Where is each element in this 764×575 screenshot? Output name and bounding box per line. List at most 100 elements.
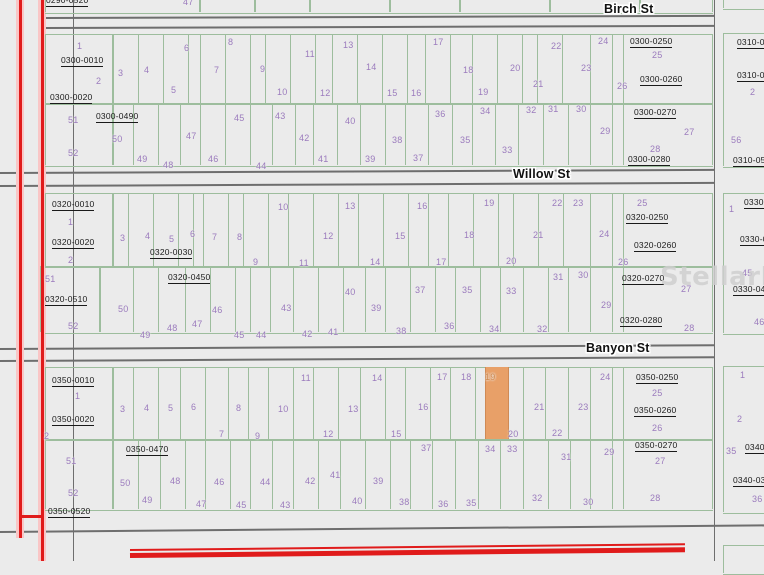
parcel-id-label: 0340-0360 [733, 476, 764, 487]
lot-cell-0300-0020[interactable] [45, 68, 113, 103]
lot-cell-0330-0020[interactable] [723, 229, 764, 267]
lot-number-label: 3 [118, 68, 124, 78]
block-0310[interactable] [723, 33, 764, 168]
lot-divider [612, 266, 614, 332]
lot-divider [180, 367, 182, 439]
lot-cell[interactable] [390, 0, 460, 12]
lot-divider [475, 367, 477, 439]
lot-cell-0330-lower[interactable] [723, 300, 764, 333]
lot-divider [250, 103, 252, 165]
lot-cell[interactable] [640, 0, 713, 12]
lot-cell[interactable] [310, 0, 390, 12]
lot-divider [235, 266, 237, 332]
lot-cell-0320-0260[interactable] [623, 228, 713, 266]
lot-row-0300-north [45, 34, 713, 105]
lot-cell-0320-0250[interactable] [623, 193, 713, 228]
lot-cell-0310-0510[interactable] [723, 133, 764, 166]
lot-cell-0330-0010[interactable] [723, 193, 764, 229]
lot-cell-0340-0360[interactable] [723, 475, 764, 512]
lot-cell-top-right[interactable] [723, 0, 764, 8]
lot-cell-0300-0260[interactable] [623, 70, 713, 103]
lot-cell-0320-0510[interactable] [40, 266, 100, 332]
lot-cell-0350-lower[interactable] [623, 475, 713, 509]
lot-cell-0300-0280[interactable] [623, 135, 713, 165]
lot-cell-0350-0470[interactable] [45, 439, 113, 473]
street-label-banyon: Banyon St [586, 341, 650, 355]
lot-cell-0350-0260[interactable] [623, 402, 713, 439]
lot-cell-bottom[interactable] [723, 545, 764, 573]
lot-number-label: 20 [508, 429, 519, 439]
parcel-id-label: 0300-0490 [96, 111, 139, 123]
lot-divider [410, 266, 412, 332]
lot-divider [270, 266, 272, 332]
lot-cell-0350-0250[interactable] [623, 367, 713, 402]
lot-divider [203, 193, 205, 266]
road-line-banyon-bottom [0, 356, 715, 362]
lot-cell[interactable] [550, 0, 640, 12]
lot-cell-0320-0020[interactable] [45, 229, 113, 266]
lot-cell-0320-0280[interactable] [623, 299, 713, 332]
parcel-id-label: 0320-0010 [52, 199, 95, 211]
lot-number-label: 33 [502, 145, 513, 155]
parcel-id-label: 0350-0270 [635, 440, 678, 452]
lot-cell-0310-0020[interactable] [723, 65, 764, 100]
parcel-id-label: 0320-0270 [622, 273, 665, 285]
lot-number-label: 36 [752, 494, 763, 504]
block-0320[interactable] [40, 190, 713, 338]
block-0300[interactable] [45, 31, 713, 169]
lot-number-label: 23 [573, 198, 584, 208]
lot-cell-0330-0450[interactable] [723, 267, 764, 300]
lot-divider [138, 34, 140, 103]
lot-cell-0350-0010[interactable] [45, 367, 113, 401]
lot-divider [430, 367, 432, 439]
lot-cell-0340-b[interactable] [723, 402, 764, 440]
lot-divider [385, 266, 387, 332]
lot-cell-0300-0250[interactable] [623, 34, 713, 70]
lot-cell-0300-0010[interactable] [45, 34, 113, 68]
lot-number-label: 50 [118, 304, 129, 314]
lot-cell-0310-0010[interactable] [723, 33, 764, 65]
block-0330[interactable] [723, 193, 764, 335]
parcel-id-label: 0310-0010 [737, 38, 764, 49]
lot-cell-0300-0270[interactable] [623, 103, 713, 135]
lot-cell-0350-0520[interactable] [45, 473, 113, 509]
lot-cell-0350-0270[interactable] [623, 439, 713, 475]
lot-cell-0320-0010[interactable] [45, 193, 113, 229]
lot-cell-0350-0020[interactable] [45, 401, 113, 439]
lot-number-label: 34 [489, 324, 500, 334]
lot-cell-0340-0350[interactable] [723, 440, 764, 475]
parcel-id-label: 0320-0260 [634, 240, 677, 252]
lot-cell-0340-a[interactable] [723, 366, 764, 402]
parcel-id-label: 0330-0450 [733, 285, 764, 296]
lot-cell[interactable] [460, 0, 550, 12]
block-0340[interactable] [723, 366, 764, 514]
lot-cell-0320-0270[interactable] [623, 266, 713, 299]
lot-cell-0300-0490[interactable] [45, 103, 113, 165]
lot-cell-0310-mid[interactable] [723, 100, 764, 133]
lot-number-label: 15 [387, 88, 398, 98]
lot-cell[interactable] [200, 0, 255, 12]
lot-divider [228, 193, 230, 266]
parcel-id-label: 0330-0020 [740, 235, 764, 246]
lot-cell[interactable] [45, 0, 200, 12]
block-0290[interactable] [45, 0, 713, 16]
lot-cell-highlighted-19[interactable] [485, 367, 509, 439]
lot-number-label: 29 [601, 300, 612, 310]
lot-divider [250, 34, 252, 103]
lot-number-label: 31 [553, 272, 564, 282]
lot-cell[interactable] [255, 0, 310, 12]
lot-divider [410, 439, 412, 509]
lot-divider [590, 439, 592, 509]
block-0350[interactable] [45, 364, 713, 518]
lot-divider [570, 439, 572, 509]
lot-number-label: 40 [345, 287, 356, 297]
lot-number-label: 50 [120, 478, 131, 488]
lot-divider [250, 266, 252, 332]
block-top-right-partial[interactable] [723, 0, 764, 10]
block-bottom-partial[interactable] [723, 545, 764, 575]
lot-divider [128, 193, 130, 266]
lot-number-label: 1 [75, 391, 81, 401]
lot-number-label: 52 [68, 321, 79, 331]
lot-divider [452, 103, 454, 165]
